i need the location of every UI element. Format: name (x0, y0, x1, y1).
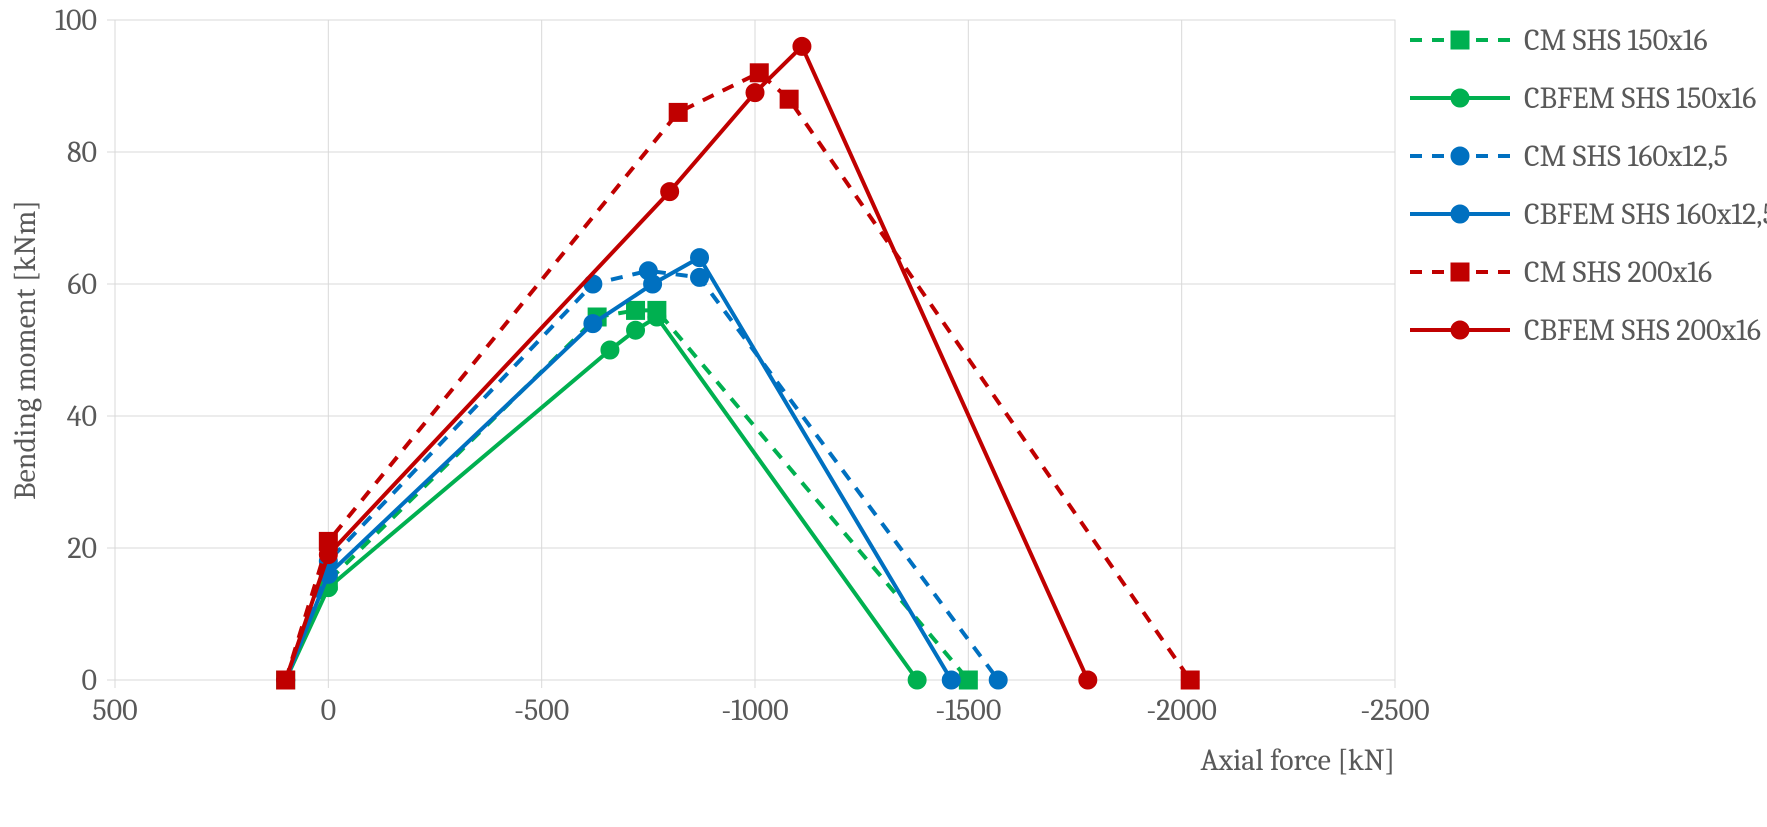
y-tick-label: 100 (55, 3, 97, 38)
legend-label: CBFEM SHS 200x16 (1524, 313, 1761, 348)
legend-label: CBFEM SHS 150x16 (1524, 81, 1756, 116)
x-axis-title: Axial force [kN] (1201, 743, 1395, 778)
x-tick-label: -2500 (1360, 693, 1429, 728)
legend-label: CM SHS 160x12,5 (1524, 139, 1728, 174)
line-chart: 5000-500-1000-1500-2000-2500020406080100… (0, 0, 1767, 827)
legend-label: CM SHS 200x16 (1524, 255, 1712, 290)
y-axis-title: Bending moment [kNm] (8, 200, 43, 500)
x-tick-label: 0 (321, 693, 337, 728)
legend-label: CM SHS 150x16 (1524, 23, 1708, 58)
legend-label: CBFEM SHS 160x12,5 (1524, 197, 1767, 232)
y-tick-label: 20 (67, 531, 97, 566)
x-tick-label: -1000 (721, 693, 788, 728)
x-tick-label: -1500 (935, 693, 1001, 728)
y-tick-label: 80 (67, 135, 97, 170)
x-tick-label: -2000 (1146, 693, 1217, 728)
y-tick-label: 40 (67, 399, 97, 434)
chart-container: 5000-500-1000-1500-2000-2500020406080100… (0, 0, 1767, 827)
x-tick-label: 500 (92, 693, 137, 728)
y-tick-label: 0 (81, 663, 97, 698)
x-tick-label: -500 (514, 693, 569, 728)
y-tick-label: 60 (67, 267, 97, 302)
